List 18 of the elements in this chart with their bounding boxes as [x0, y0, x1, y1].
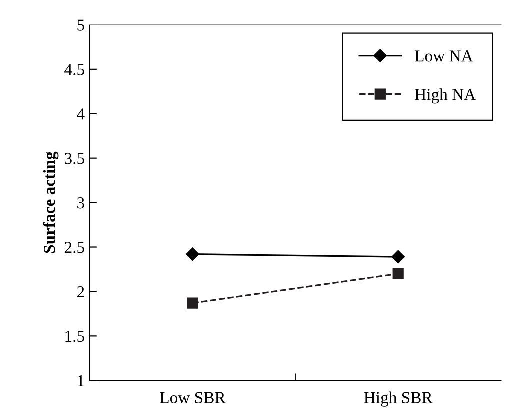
- point: [392, 268, 404, 280]
- y-axis-title: Surface acting: [43, 152, 59, 254]
- y-tick-label: 2.5: [64, 242, 84, 254]
- point: [186, 248, 200, 261]
- y-tick-label: 1.5: [66, 330, 84, 342]
- y-tick-label: 4.5: [64, 64, 84, 76]
- x-tick-label: Low SBR: [160, 392, 226, 404]
- legend-label: High NA: [415, 88, 476, 104]
- y-tick-label: 3: [78, 198, 84, 209]
- x-tick-label: High SBR: [364, 392, 433, 407]
- y-tick-label: 3.5: [65, 153, 84, 164]
- point: [392, 250, 405, 264]
- y-tick-label: 4: [77, 108, 85, 120]
- point: [187, 298, 198, 309]
- y-tick-label: 1: [78, 375, 84, 386]
- y-tick-label: 5: [78, 20, 84, 31]
- legend-label: Low NA: [415, 50, 474, 62]
- y-tick-label: 2: [77, 286, 84, 298]
